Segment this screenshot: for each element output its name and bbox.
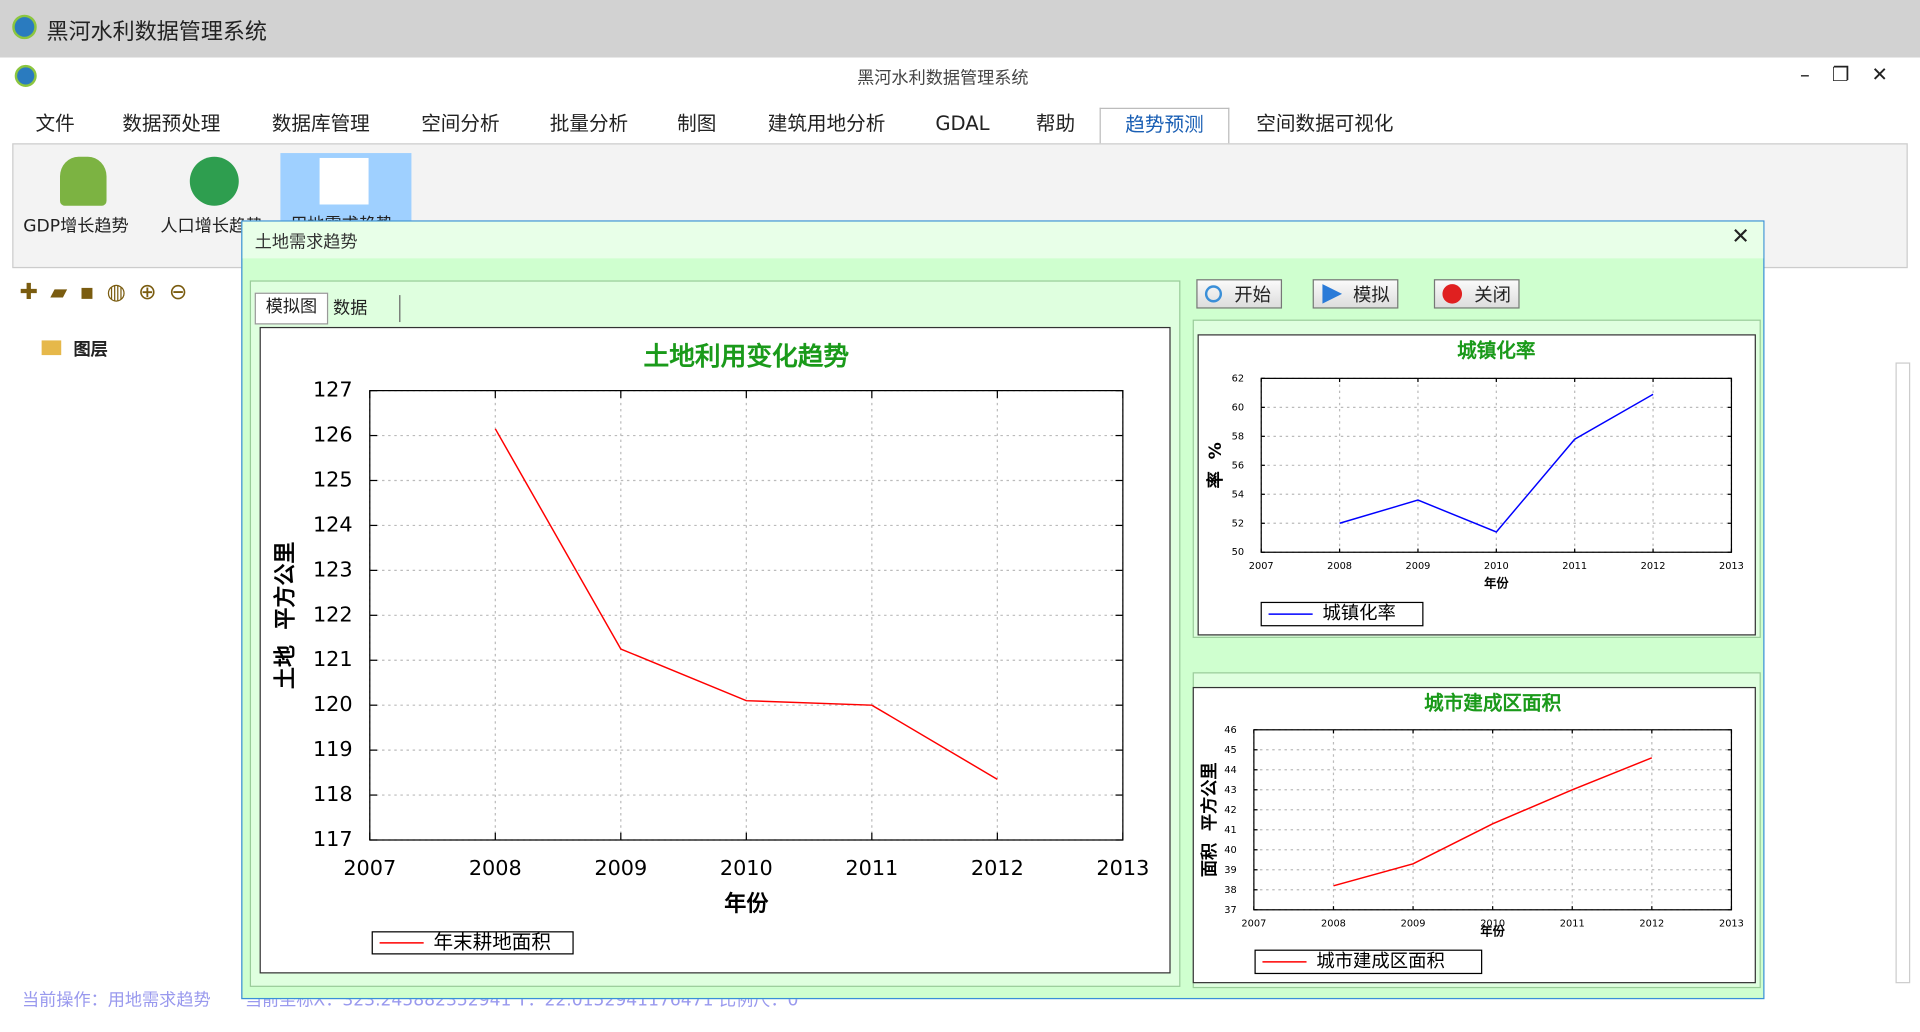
start-icon <box>1204 285 1223 303</box>
simulate-button[interactable]: 模拟 <box>1312 279 1399 309</box>
window-controls[interactable]: –❐✕ <box>1800 62 1910 86</box>
gdp-icon <box>60 156 107 206</box>
quick-bar: 黑河水利数据管理系统 –❐✕ <box>0 57 1920 102</box>
dialog-tab-selected[interactable]: 模拟图 <box>254 292 329 325</box>
menu-tab[interactable]: 帮助 <box>1035 111 1076 135</box>
menu-tab[interactable]: 制图 <box>677 111 717 135</box>
menu-tab[interactable]: 文件 <box>35 111 75 135</box>
window-caption: 黑河水利数据管理系统 <box>857 68 1029 89</box>
scrollbar[interactable] <box>1895 362 1911 984</box>
menu-tab[interactable]: 数据库管理 <box>271 111 370 135</box>
layer-icon <box>41 340 62 356</box>
title-bar: 黑河水利数据管理系统 <box>0 0 1920 58</box>
menu-tab[interactable]: 空间数据可视化 <box>1256 111 1394 135</box>
status-operation: 当前操作：用地需求趋势 <box>22 990 211 1011</box>
app-icon <box>12 14 37 40</box>
menu-tab[interactable]: 建筑用地分析 <box>767 111 886 135</box>
dialog-title: 土地需求趋势 <box>254 232 358 253</box>
ribbon-button[interactable]: 人口增长趋势 <box>160 216 264 237</box>
play-icon <box>1322 284 1343 304</box>
layer-panel: 图层 <box>12 330 244 980</box>
menu-tab-selected[interactable]: 趋势预测 <box>1099 107 1230 146</box>
built-area-frame <box>1192 686 1756 984</box>
ribbon-button[interactable]: GDP增长趋势 <box>23 216 129 237</box>
menu-tab[interactable]: GDAL <box>935 111 990 135</box>
dialog-close[interactable]: ✕ <box>1731 224 1750 250</box>
app-menu-icon[interactable] <box>14 64 37 87</box>
ribbon-button-selected[interactable]: 用地需求趋势 <box>280 153 412 235</box>
land-icon <box>319 157 369 205</box>
menu-tab[interactable]: 数据预处理 <box>122 111 221 135</box>
dialog-title-bar <box>242 221 1764 259</box>
layer-root[interactable]: 图层 <box>73 340 108 361</box>
urbanization-frame <box>1197 334 1756 636</box>
population-icon <box>189 156 239 206</box>
menu-tab[interactable]: 批量分析 <box>549 111 629 135</box>
toolbar[interactable]: ✚▰▪◍⊕⊖ <box>19 279 200 305</box>
menu-tab[interactable]: 空间分析 <box>421 111 500 135</box>
window-title: 黑河水利数据管理系统 <box>46 19 267 46</box>
close-icon <box>1442 284 1463 304</box>
dialog: 土地需求趋势 ✕ 模拟图 数据 <box>241 220 1765 1000</box>
main-chart-frame <box>259 326 1171 974</box>
dialog-tab[interactable]: 数据 <box>328 295 401 323</box>
